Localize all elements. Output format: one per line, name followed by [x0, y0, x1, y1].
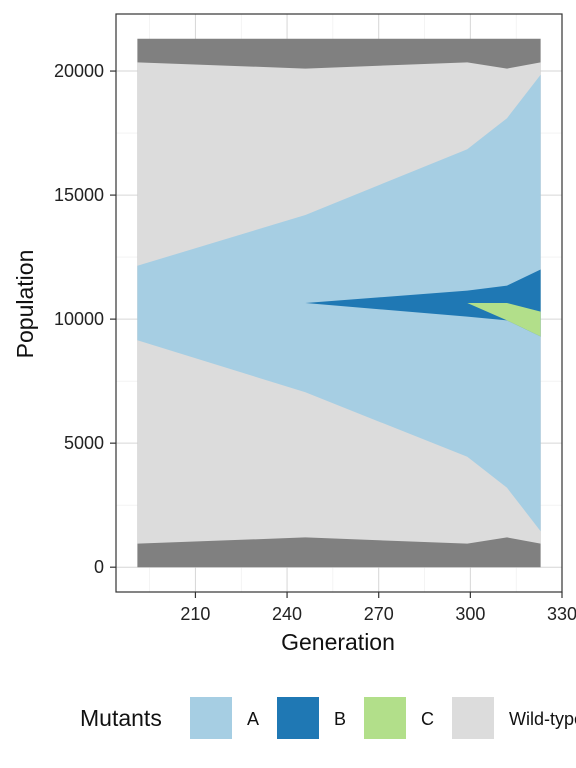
x-tick-label: 240 — [272, 604, 302, 624]
y-tick-label: 0 — [94, 557, 104, 577]
panel-border — [115, 13, 563, 593]
y-axis-title: Population — [12, 250, 38, 359]
legend-title: Mutants — [80, 705, 162, 731]
x-tick-label: 210 — [180, 604, 210, 624]
y-tick-label: 15000 — [54, 185, 104, 205]
legend-key-a — [190, 697, 232, 739]
x-tick-label: 270 — [364, 604, 394, 624]
y-tick-label: 5000 — [64, 433, 104, 453]
legend-label-b: B — [334, 709, 346, 729]
legend-label-c: C — [421, 709, 434, 729]
legend-key-b — [277, 697, 319, 739]
x-tick-label: 300 — [455, 604, 485, 624]
legend-label-a: A — [247, 709, 259, 729]
axes: 210 240 270 300 330 0 5000 10000 15000 20000 — [54, 61, 576, 624]
area-b — [137, 269, 541, 337]
legend-label-wild-type: Wild-type — [509, 709, 576, 729]
legend-key-c — [364, 697, 406, 739]
legend-key-wild-type — [452, 697, 494, 739]
area-c — [137, 303, 541, 337]
x-axis-title: Generation — [281, 629, 395, 655]
x-tick-label: 330 — [547, 604, 576, 624]
areas — [137, 38, 541, 568]
legend: Mutants A B C Wild-type — [80, 697, 576, 739]
y-tick-label: 10000 — [54, 309, 104, 329]
y-tick-label: 20000 — [54, 61, 104, 81]
